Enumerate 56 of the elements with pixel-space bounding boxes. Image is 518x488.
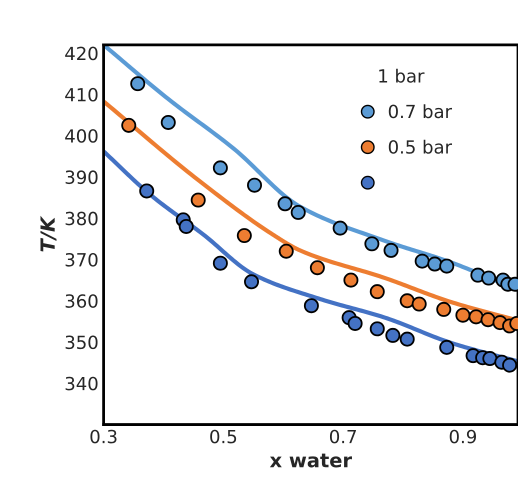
point xyxy=(304,298,319,314)
point xyxy=(400,332,415,347)
point xyxy=(364,236,380,252)
x-tick-label: 0.7 xyxy=(330,430,356,444)
point xyxy=(412,296,427,312)
point xyxy=(414,254,430,269)
point xyxy=(178,218,194,234)
point xyxy=(212,160,228,176)
y-tick-label: 350 xyxy=(66,335,98,350)
point xyxy=(278,244,294,259)
point xyxy=(343,272,358,288)
point xyxy=(160,114,176,130)
point xyxy=(400,293,415,308)
point xyxy=(439,340,454,355)
legend-label: 0.7 bar xyxy=(388,104,452,118)
point xyxy=(236,228,252,244)
x-tick-label: 0.9 xyxy=(450,430,476,444)
point xyxy=(384,242,399,258)
y-tick-label: 370 xyxy=(66,252,98,267)
y-tick-label: 360 xyxy=(66,294,98,308)
y-tick-label: 380 xyxy=(66,212,98,226)
y-axis-title: T/K xyxy=(40,216,56,252)
point xyxy=(212,256,228,271)
y-tick-label: 420 xyxy=(65,46,98,60)
point xyxy=(130,76,146,92)
point xyxy=(139,183,154,198)
point xyxy=(244,274,260,290)
point xyxy=(502,358,518,373)
point xyxy=(436,302,452,317)
point xyxy=(247,178,262,193)
point xyxy=(455,308,470,323)
point xyxy=(310,260,325,276)
y-tick-label: 410 xyxy=(65,88,98,102)
point xyxy=(290,204,306,220)
point xyxy=(332,220,348,236)
point xyxy=(468,309,484,324)
x-tick-label: 0.3 xyxy=(90,430,117,444)
y-tick-label: 400 xyxy=(65,129,98,143)
point xyxy=(190,192,206,208)
x-axis-title: x water xyxy=(270,454,352,468)
y-tick-label: 390 xyxy=(66,170,98,184)
point xyxy=(480,312,496,328)
point xyxy=(370,321,385,336)
point xyxy=(121,118,136,133)
point xyxy=(427,256,442,272)
y-tick-label: 340 xyxy=(66,376,98,390)
point xyxy=(482,351,498,366)
point xyxy=(481,270,496,286)
point xyxy=(439,258,454,274)
point xyxy=(348,316,363,331)
x-tick-label: 0.5 xyxy=(210,430,236,444)
point xyxy=(385,328,400,343)
legend-title: 1 bar xyxy=(379,68,424,83)
point xyxy=(370,284,385,300)
point xyxy=(278,196,293,212)
legend-label: 0.5 bar xyxy=(388,140,452,154)
